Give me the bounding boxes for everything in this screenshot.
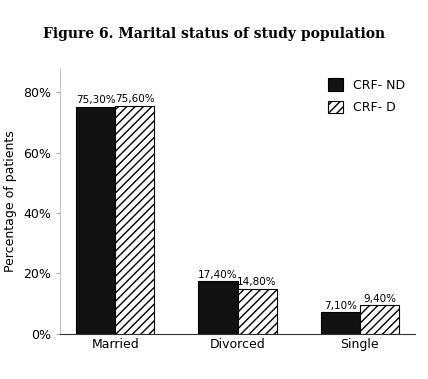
Text: Figure 6. Marital status of study population: Figure 6. Marital status of study popula…	[43, 27, 385, 41]
Text: 14,80%: 14,80%	[237, 277, 277, 287]
Bar	[76, 106, 115, 334]
Text: 7,10%: 7,10%	[324, 301, 357, 311]
Bar	[360, 305, 399, 334]
Bar	[238, 289, 276, 334]
Text: 75,30%: 75,30%	[76, 95, 116, 105]
Bar	[321, 312, 360, 334]
Text: 75,60%: 75,60%	[115, 94, 155, 104]
Y-axis label: Percentage of patients: Percentage of patients	[4, 130, 18, 272]
Text: 17,40%: 17,40%	[198, 269, 238, 280]
Bar	[115, 106, 155, 334]
Bar	[199, 281, 238, 334]
Legend: CRF- ND, CRF- D: CRF- ND, CRF- D	[324, 74, 409, 118]
Text: 9,40%: 9,40%	[363, 294, 396, 304]
